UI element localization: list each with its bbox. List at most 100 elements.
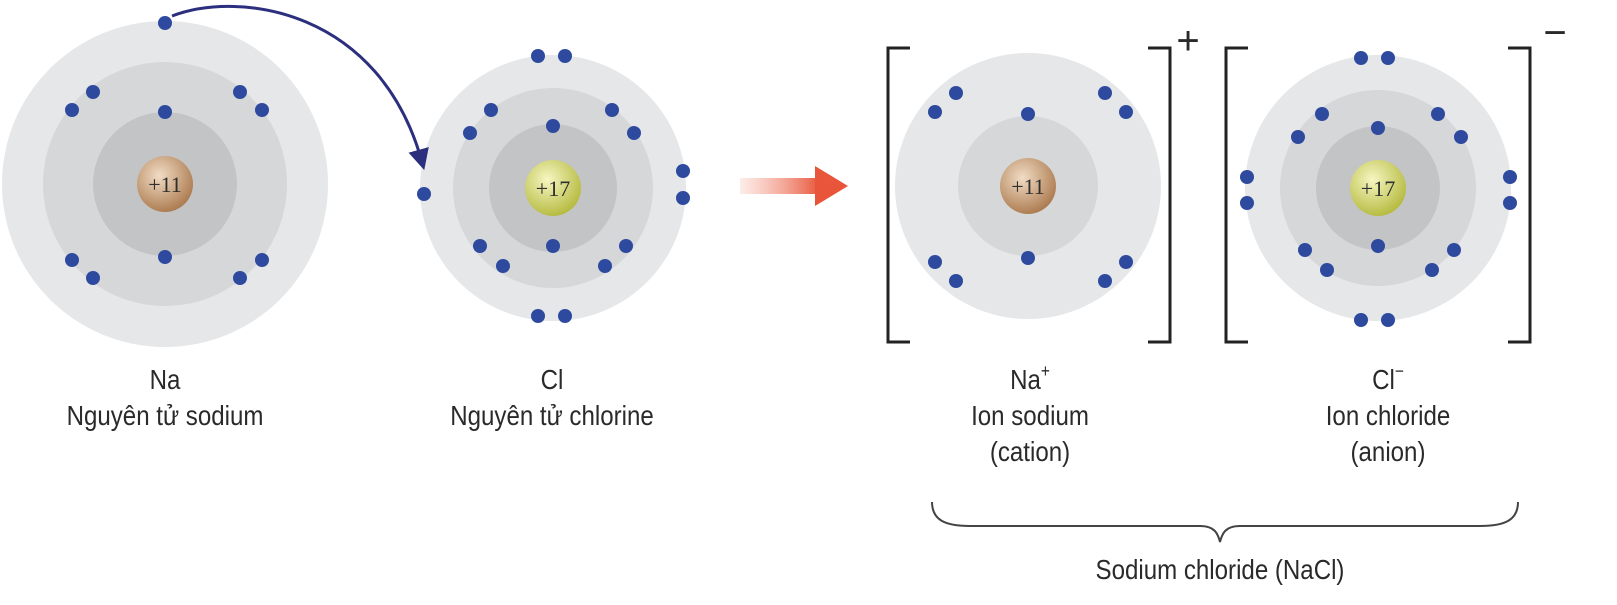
- electron: [531, 309, 545, 323]
- electron: [558, 309, 572, 323]
- chloride-ion: +17 −: [1224, 11, 1567, 344]
- electron: [1454, 130, 1468, 144]
- electron: [605, 103, 619, 117]
- cl-atom-symbol: Cl: [540, 364, 564, 395]
- na-atom-label: Na Nguyên tử sodium: [0, 362, 337, 434]
- electron: [627, 126, 641, 140]
- electron: [65, 103, 79, 117]
- electron: [1298, 243, 1312, 257]
- na-nucleus-charge: +11: [148, 172, 182, 197]
- compound-label: Sodium chloride (NaCl): [1048, 552, 1392, 588]
- cl-ion-charge: −: [1394, 360, 1404, 381]
- cl-ion-nucleus: [1350, 160, 1406, 216]
- cl-ion-nucleus-charge: +17: [1361, 176, 1395, 201]
- na-ion-electrons: [928, 86, 1133, 288]
- electron: [1503, 196, 1517, 210]
- na-electrons: [65, 16, 269, 285]
- sodium-ion: +11 +: [886, 19, 1200, 344]
- na-ion-bracket-right: [1148, 46, 1172, 344]
- electron: [1354, 51, 1368, 65]
- valence-electron: [158, 16, 172, 30]
- na-ion-nucleus-charge: +11: [1011, 174, 1045, 199]
- na-ion-charge: +: [1040, 360, 1050, 381]
- na-ion-name: Ion sodium: [971, 400, 1089, 431]
- electron: [558, 49, 572, 63]
- electron: [1098, 86, 1112, 100]
- electron: [86, 85, 100, 99]
- electron: [531, 49, 545, 63]
- electron: [1381, 313, 1395, 327]
- electron: [1119, 105, 1133, 119]
- electron: [463, 126, 477, 140]
- electron: [619, 239, 633, 253]
- electron: [949, 274, 963, 288]
- electron: [86, 271, 100, 285]
- electron: [255, 103, 269, 117]
- electron: [1240, 196, 1254, 210]
- electron: [473, 239, 487, 253]
- electron: [1431, 107, 1445, 121]
- electron: [1021, 251, 1035, 265]
- electron: [1425, 263, 1439, 277]
- electron: [1503, 170, 1517, 184]
- electron: [1119, 255, 1133, 269]
- electron: [158, 250, 172, 264]
- electron: [1381, 51, 1395, 65]
- electron: [255, 253, 269, 267]
- na-ion-bracket-left: [886, 46, 910, 344]
- compound-brace: [931, 501, 1519, 543]
- cl-ion-label: Cl− Ion chloride (anion): [1216, 362, 1560, 470]
- electron-transfer-arrow: [171, 4, 429, 171]
- electron: [676, 191, 690, 205]
- cl-ion-bracket-left: [1224, 46, 1248, 344]
- electron: [1315, 107, 1329, 121]
- cl-ion-name: Ion chloride: [1325, 400, 1451, 431]
- electron: [1098, 274, 1112, 288]
- cl-atom-label: Cl Nguyên tử chlorine: [380, 362, 724, 434]
- na-ion-bracket-charge: +: [1176, 19, 1199, 63]
- cl-electrons: [417, 49, 690, 323]
- cl-atom-name: Nguyên tử chlorine: [450, 400, 654, 431]
- electron: [233, 85, 247, 99]
- electron: [1371, 121, 1385, 135]
- cl-nucleus: [525, 160, 581, 216]
- electron: [546, 239, 560, 253]
- electron: [158, 105, 172, 119]
- na-atom-name: Nguyên tử sodium: [66, 400, 264, 431]
- electron: [1320, 263, 1334, 277]
- chlorine-atom: +17: [417, 49, 690, 323]
- cl-ion-bracket-charge: −: [1543, 11, 1566, 55]
- electron: [65, 253, 79, 267]
- na-ion-symbol: Na: [1010, 364, 1041, 395]
- na-ion-type: (cation): [989, 436, 1071, 467]
- cl-ion-type: (anion): [1350, 436, 1426, 467]
- electron: [496, 259, 510, 273]
- transferred-electron: [417, 187, 431, 201]
- electron: [928, 105, 942, 119]
- sodium-atom: +11: [2, 16, 328, 347]
- electron: [676, 164, 690, 178]
- na-ion-label: Na+ Ion sodium (cation): [858, 362, 1202, 470]
- na-nucleus: [137, 156, 193, 212]
- reaction-arrow: [740, 166, 848, 206]
- cl-ion-symbol: Cl: [1372, 364, 1395, 395]
- electron: [546, 119, 560, 133]
- electron: [598, 259, 612, 273]
- electron: [1354, 313, 1368, 327]
- cl-ion-electrons: [1240, 51, 1517, 327]
- electron: [1371, 239, 1385, 253]
- electron: [233, 271, 247, 285]
- electron: [1291, 130, 1305, 144]
- electron: [1021, 107, 1035, 121]
- electron: [949, 86, 963, 100]
- electron: [1447, 243, 1461, 257]
- cl-nucleus-charge: +17: [536, 176, 570, 201]
- electron: [1240, 170, 1254, 184]
- na-atom-symbol: Na: [149, 364, 181, 395]
- compound-name: Sodium chloride (NaCl): [1095, 554, 1345, 585]
- electron: [484, 103, 498, 117]
- cl-ion-bracket-right: [1508, 46, 1532, 344]
- electron: [928, 255, 942, 269]
- na-ion-nucleus: [1000, 158, 1056, 214]
